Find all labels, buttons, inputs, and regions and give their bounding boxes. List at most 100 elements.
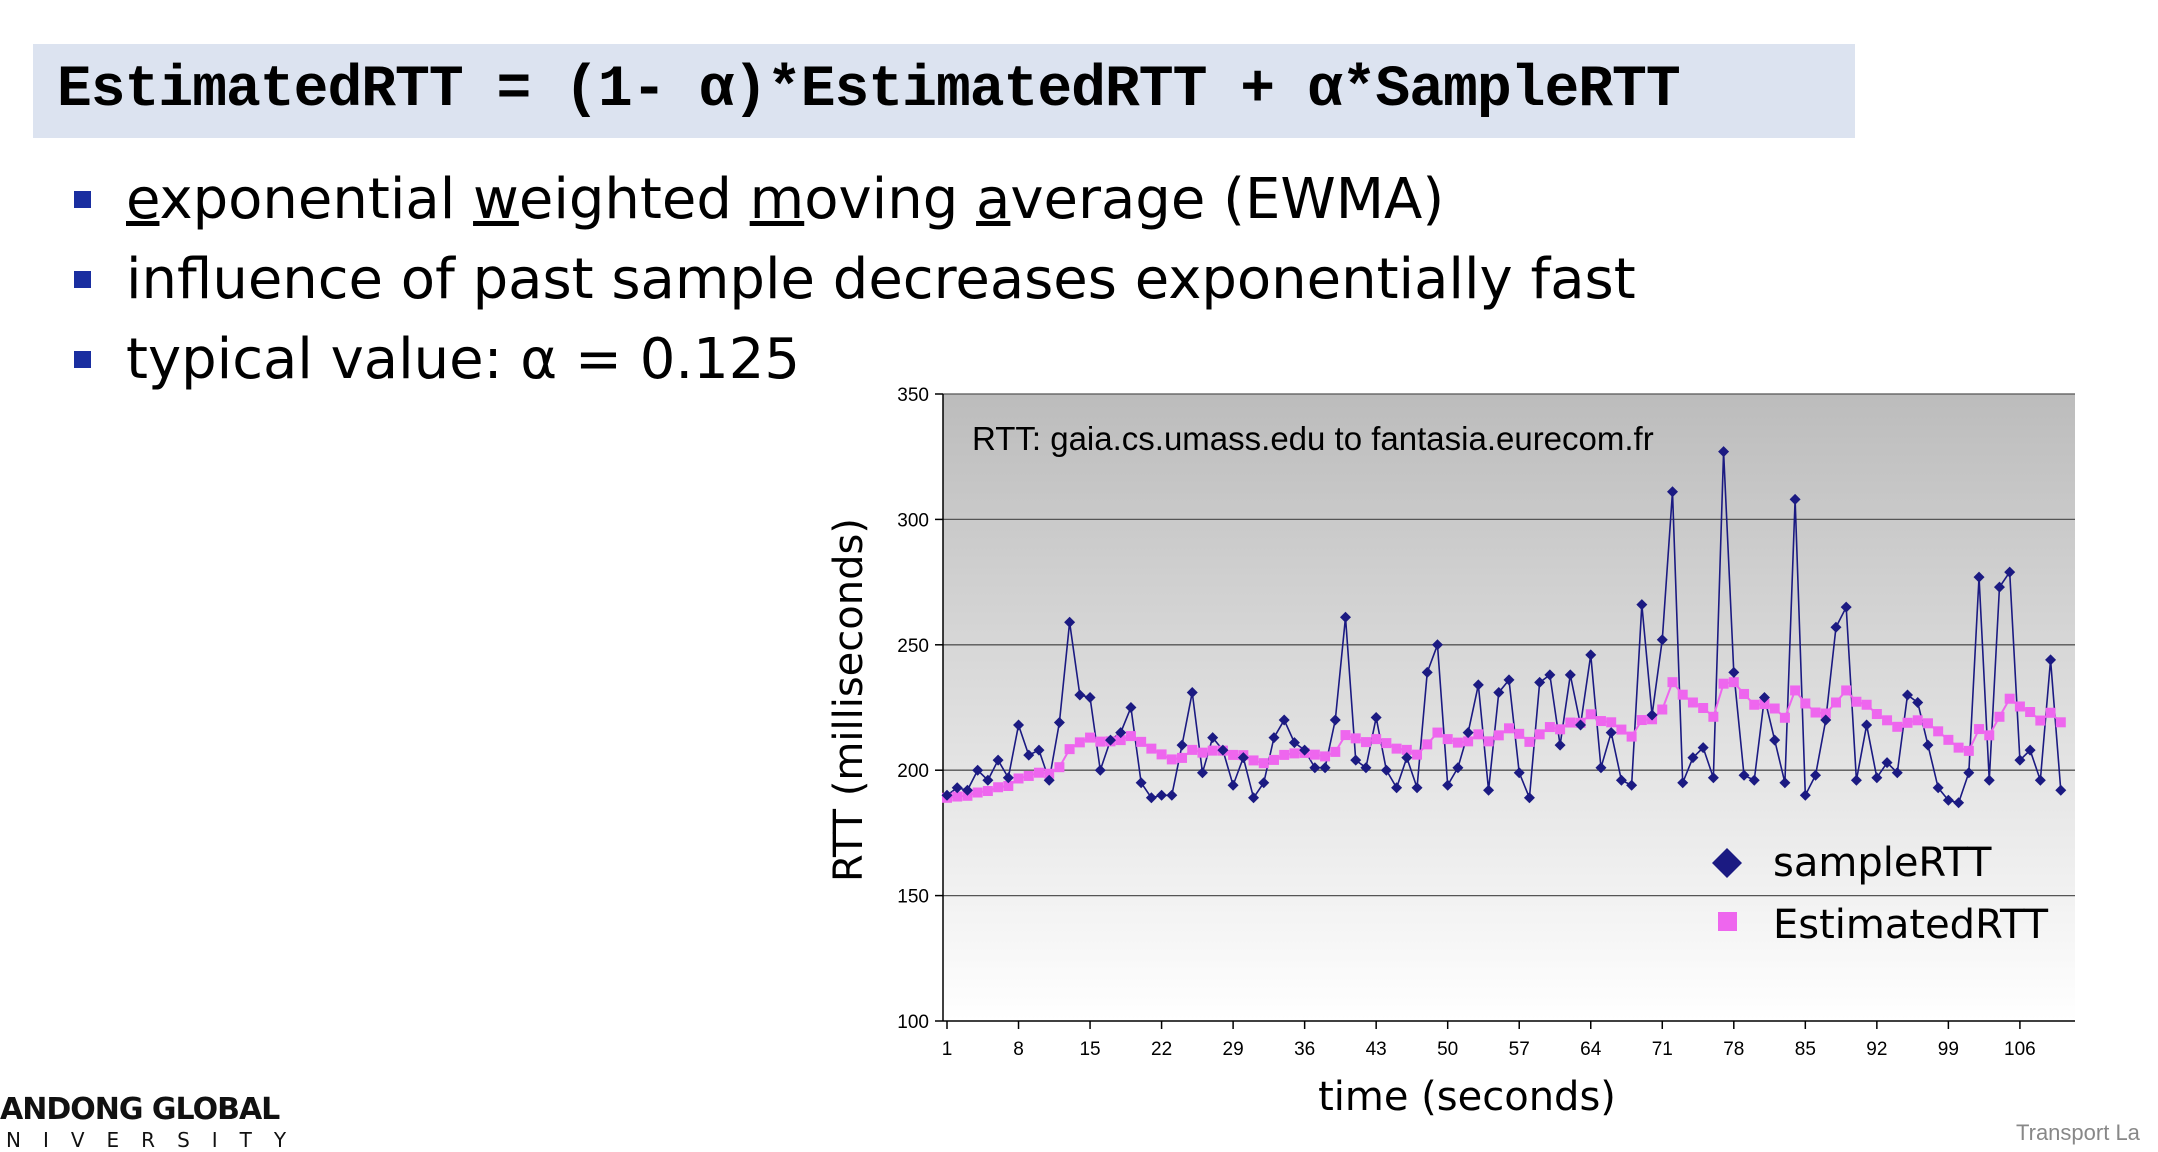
sample-rtt-point	[1391, 782, 1403, 794]
estimated-rtt-point	[1340, 730, 1351, 741]
sample-rtt-point	[2055, 784, 2067, 796]
legend-marker-estimated	[1718, 912, 1737, 931]
estimated-rtt-point	[1534, 729, 1545, 740]
sample-rtt-point	[1758, 691, 1770, 703]
sample-rtt-point	[1513, 767, 1525, 779]
estimated-rtt-point	[1871, 709, 1882, 720]
sample-rtt-point	[1738, 769, 1750, 781]
estimated-rtt-point	[2014, 701, 2025, 712]
sample-rtt-point	[1564, 669, 1576, 681]
sample-rtt-point	[1196, 767, 1208, 779]
estimated-rtt-point	[1003, 781, 1014, 792]
estimated-rtt-point	[1371, 734, 1382, 745]
x-axis-label: time (seconds)	[1318, 1074, 1616, 1120]
estimated-rtt-point	[1156, 749, 1167, 760]
estimated-rtt-point	[1064, 744, 1075, 755]
sample-rtt-point	[1963, 767, 1975, 779]
estimated-rtt-point	[1820, 708, 1831, 719]
x-tick-label: 71	[1652, 1039, 1673, 1060]
estimated-rtt-point	[1125, 731, 1136, 742]
legend-label-estimated: EstimatedRTT	[1773, 902, 2049, 948]
sample-rtt-point	[1074, 689, 1086, 701]
sample-rtt-point	[1810, 769, 1822, 781]
sample-rtt-point	[972, 764, 984, 776]
bullet-item: influence of past sample decreases expon…	[68, 240, 1636, 320]
estimated-rtt-point	[1279, 749, 1290, 760]
sample-rtt-point	[1544, 669, 1556, 681]
sample-rtt-point	[1013, 719, 1025, 731]
sample-rtt-point	[1575, 719, 1587, 731]
estimated-rtt-point	[1207, 745, 1218, 756]
x-tick-label: 78	[1723, 1039, 1744, 1060]
sample-rtt-point	[1084, 691, 1096, 703]
sample-rtt-point	[1861, 719, 1873, 731]
estimated-rtt-point	[1095, 736, 1106, 747]
estimated-rtt-point	[1115, 735, 1126, 746]
estimated-rtt-point	[1790, 685, 1801, 696]
estimated-rtt-point	[1810, 707, 1821, 718]
sample-rtt-point	[1615, 774, 1627, 786]
sample-rtt-point	[1217, 744, 1229, 756]
sample-rtt-point	[1166, 789, 1178, 801]
sample-rtt-point	[1850, 774, 1862, 786]
x-tick-label: 1	[942, 1039, 953, 1060]
sample-rtt-point	[1830, 621, 1842, 633]
bullet-text: e	[126, 167, 160, 232]
x-tick-label: 106	[2004, 1039, 2036, 1060]
sample-rtt-point	[1002, 772, 1014, 784]
estimated-rtt-point	[1013, 773, 1024, 784]
sample-rtt-point	[1707, 772, 1719, 784]
estimated-rtt-point	[1473, 729, 1484, 740]
sample-rtt-point	[951, 782, 963, 794]
sample-rtt-point	[1840, 601, 1852, 613]
sample-rtt-point	[1237, 752, 1249, 764]
estimated-rtt-point	[972, 787, 983, 798]
sample-rtt-point	[1452, 762, 1464, 774]
x-tick-label: 36	[1294, 1039, 1315, 1060]
y-tick-label: 150	[897, 887, 929, 908]
estimated-rtt-point	[1248, 755, 1259, 766]
legend-label-sample: sampleRTT	[1773, 840, 1992, 886]
estimated-rtt-point	[1197, 747, 1208, 758]
sample-rtt-point	[1799, 789, 1811, 801]
sample-rtt-point	[1421, 666, 1433, 678]
x-tick-label: 22	[1151, 1039, 1172, 1060]
sample-rtt-point	[1881, 757, 1893, 769]
sample-rtt-point	[1912, 696, 1924, 708]
sample-rtt-point	[982, 774, 994, 786]
estimated-rtt-point	[1616, 724, 1627, 735]
estimated-rtt-point	[1595, 716, 1606, 727]
x-tick-label: 85	[1795, 1039, 1816, 1060]
estimated-rtt-point	[1677, 689, 1688, 700]
estimated-rtt-point	[1268, 754, 1279, 765]
sample-rtt-point	[1677, 777, 1689, 789]
estimated-rtt-point	[1953, 742, 1964, 753]
x-tick-label: 64	[1580, 1039, 1602, 1060]
sample-rtt-point	[1605, 727, 1617, 739]
estimated-rtt-point	[1739, 688, 1750, 699]
sample-rtt-point	[1789, 493, 1801, 505]
estimated-rtt-point	[1851, 696, 1862, 707]
sample-rtt-point	[1094, 764, 1106, 776]
sample-rtt-point	[1462, 727, 1474, 739]
legend-marker-sample	[1712, 848, 1742, 878]
estimated-rtt-point	[1493, 730, 1504, 741]
estimated-rtt-point	[1320, 751, 1331, 762]
estimated-rtt-point	[1381, 738, 1392, 749]
estimated-rtt-point	[2025, 707, 2036, 718]
estimated-rtt-point	[1483, 736, 1494, 747]
sample-rtt-point	[1411, 782, 1423, 794]
estimated-rtt-point	[1687, 697, 1698, 708]
sample-rtt-point	[1156, 789, 1168, 801]
estimated-rtt-point	[982, 786, 993, 797]
sample-rtt-point	[941, 789, 953, 801]
estimated-rtt-point	[1902, 717, 1913, 728]
estimated-rtt-point	[1146, 743, 1157, 754]
estimated-rtt-point	[1330, 746, 1341, 757]
y-tick-label: 200	[897, 761, 929, 782]
estimated-rtt-point	[1800, 698, 1811, 709]
sample-rtt-point	[1340, 611, 1352, 623]
sample-rtt-point	[1104, 734, 1116, 746]
estimated-rtt-point	[1289, 748, 1300, 759]
